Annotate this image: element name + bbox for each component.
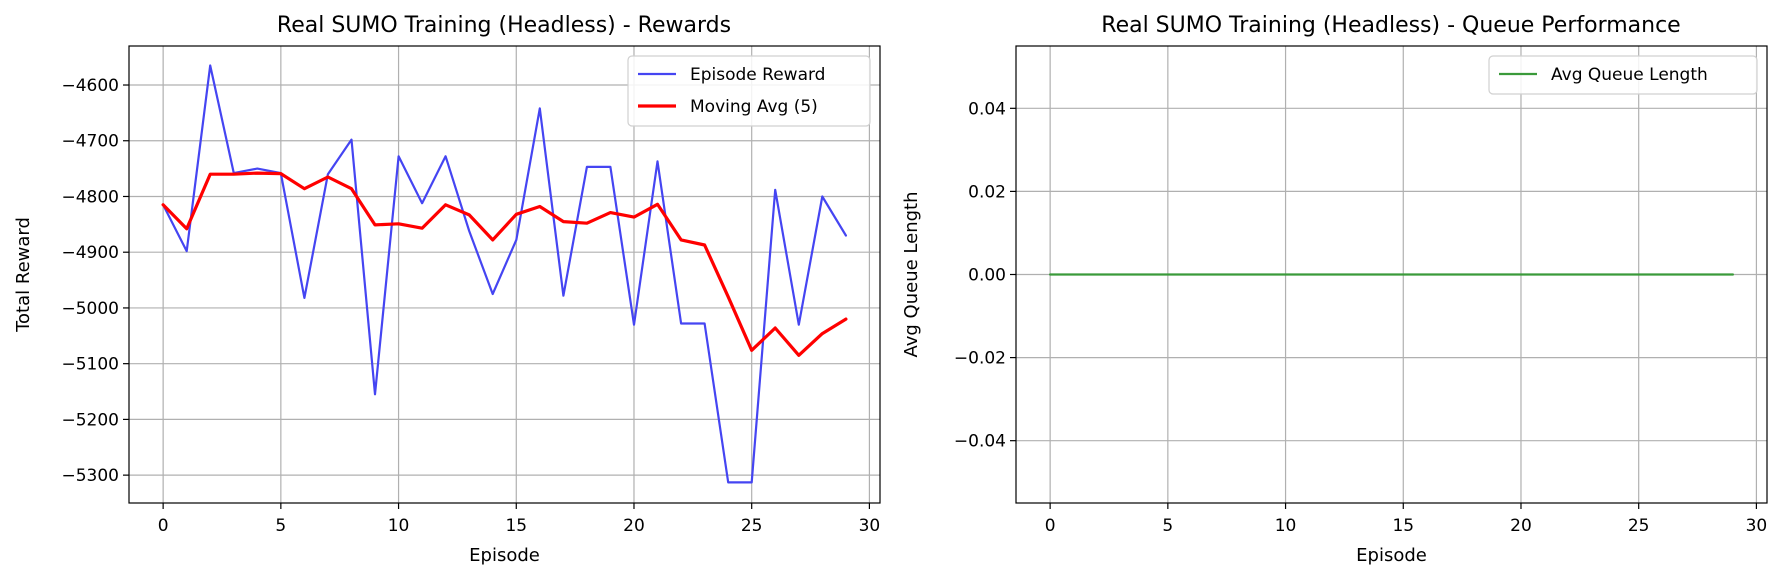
x-tick-label: 5 (275, 516, 286, 536)
x-tick-label: 30 (859, 516, 881, 536)
y-axis-label: Avg Queue Length (901, 192, 922, 358)
y-tick-label: −0.02 (954, 349, 1006, 369)
legend-box (627, 55, 871, 127)
legend-box (1488, 55, 1758, 95)
x-axis-label: Episode (1356, 545, 1427, 566)
x-tick-label: 15 (1392, 516, 1414, 536)
axes-frame (128, 45, 881, 504)
series-line-2 (161, 171, 848, 357)
x-tick-label: 10 (388, 516, 410, 536)
y-tick-label: −4700 (61, 132, 119, 152)
legend-label-1: Episode Reward (690, 65, 825, 85)
legend: Avg Queue Length (1488, 55, 1758, 95)
x-tick-label: 10 (1275, 516, 1297, 536)
x-tick-label: 25 (1628, 516, 1650, 536)
y-tick-label: 0.00 (968, 266, 1006, 286)
y-tick-label: −4600 (61, 76, 119, 96)
x-tick-label: 20 (1510, 516, 1532, 536)
queue-performance-chart: 0 5 10 15 20 25 30 −0.04 −0.02 0.00 0.02 0.04 Real S… (901, 13, 1768, 566)
x-tick-label: 0 (1045, 516, 1056, 536)
legend-label-1: Avg Queue Length (1551, 65, 1708, 85)
y-tick-label: −5000 (61, 299, 119, 319)
x-axis-label: Episode (469, 545, 540, 566)
y-tick-label: −4800 (61, 187, 119, 207)
chart-title: Real SUMO Training (Headless) - Queue Pe… (1101, 13, 1680, 38)
y-tick-label: −0.04 (954, 432, 1006, 452)
x-tick-label: 15 (505, 516, 527, 536)
y-tick-label: 0.02 (968, 182, 1006, 202)
rewards-chart: 0 5 10 15 20 25 30 −5300 −5200 −5100 −5000 −4900 −48… (13, 13, 881, 566)
y-tick-label: −5300 (61, 466, 119, 486)
y-tick-label: −5100 (61, 355, 119, 375)
chart-title: Real SUMO Training (Headless) - Rewards (277, 13, 731, 38)
legend: Episode Reward Moving Avg (5) (627, 55, 871, 127)
y-tick-label: −4900 (61, 243, 119, 263)
x-tick-label: 25 (741, 516, 763, 536)
x-tick-label: 30 (1746, 516, 1768, 536)
x-tick-label: 5 (1162, 516, 1173, 536)
x-tick-label: 20 (623, 516, 645, 536)
y-axis-label: Total Reward (13, 217, 34, 333)
y-tick-label: −5200 (61, 410, 119, 430)
y-tick-label: 0.04 (968, 99, 1006, 119)
x-tick-label: 0 (158, 516, 169, 536)
legend-label-2: Moving Avg (5) (690, 97, 818, 117)
